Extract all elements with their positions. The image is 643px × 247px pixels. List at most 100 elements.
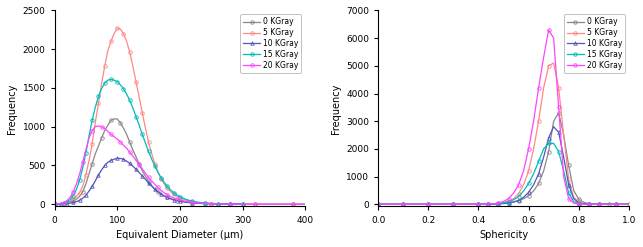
5 KGray [510, 197, 518, 200]
0 KGray [195, 202, 203, 205]
0 KGray [605, 203, 613, 206]
20 KGray [437, 203, 445, 206]
10 KGray [113, 157, 121, 160]
20 KGray [160, 191, 168, 194]
0 KGray [520, 197, 527, 200]
Y-axis label: Frequency: Frequency [331, 83, 341, 134]
15 KGray [412, 203, 420, 206]
0 KGray [575, 198, 583, 201]
20 KGray [500, 200, 507, 203]
20 KGray [412, 203, 420, 206]
15 KGray [101, 82, 109, 85]
20 KGray [387, 203, 395, 206]
5 KGray [449, 203, 457, 206]
10 KGray [158, 193, 165, 196]
5 KGray [625, 203, 633, 206]
15 KGray [565, 192, 572, 195]
20 KGray [485, 203, 493, 206]
5 KGray [535, 120, 543, 123]
15 KGray [550, 142, 557, 145]
20 KGray [625, 203, 633, 206]
15 KGray [539, 147, 547, 150]
5 KGray [387, 203, 395, 206]
0 KGray [613, 203, 620, 206]
10 KGray [525, 191, 532, 194]
15 KGray [535, 160, 543, 163]
5 KGray [489, 202, 497, 205]
20 KGray [545, 28, 552, 31]
5 KGray [525, 169, 532, 172]
0 KGray [505, 201, 512, 204]
5 KGray [399, 203, 407, 206]
10 KGray [449, 203, 457, 206]
20 KGray [449, 203, 457, 206]
5 KGray [580, 202, 588, 205]
15 KGray [475, 203, 482, 206]
5 KGray [129, 65, 137, 68]
10 KGray [374, 203, 382, 206]
0 KGray [480, 203, 487, 206]
20 KGray [475, 203, 482, 206]
0 KGray [424, 203, 432, 206]
10 KGray [560, 156, 568, 159]
15 KGray [85, 134, 93, 137]
20 KGray [560, 175, 568, 178]
5 KGray [500, 201, 507, 204]
15 KGray [514, 195, 522, 198]
5 KGray [600, 203, 608, 206]
Line: 5 KGray: 5 KGray [53, 26, 257, 206]
5 KGray [158, 177, 165, 180]
15 KGray [520, 189, 527, 192]
20 KGray [575, 203, 583, 206]
Line: 10 KGray: 10 KGray [376, 125, 631, 206]
15 KGray [167, 188, 174, 191]
15 KGray [494, 202, 502, 205]
10 KGray [600, 203, 608, 206]
10 KGray [535, 172, 543, 175]
0 KGray [302, 203, 309, 206]
0 KGray [51, 203, 59, 206]
0 KGray [485, 203, 493, 206]
20 KGray [151, 183, 159, 186]
5 KGray [437, 203, 445, 206]
10 KGray [485, 203, 493, 206]
20 KGray [302, 203, 309, 206]
20 KGray [585, 203, 593, 206]
20 KGray [424, 203, 432, 206]
5 KGray [424, 203, 432, 206]
5 KGray [251, 203, 259, 206]
5 KGray [560, 134, 568, 137]
15 KGray [560, 169, 568, 172]
10 KGray [575, 201, 583, 204]
0 KGray [570, 189, 577, 192]
0 KGray [116, 121, 124, 124]
10 KGray [565, 183, 572, 186]
0 KGray [510, 201, 518, 204]
Line: 15 KGray: 15 KGray [376, 142, 631, 206]
0 KGray [530, 189, 538, 192]
Line: 10 KGray: 10 KGray [53, 157, 244, 206]
15 KGray [505, 200, 512, 203]
0 KGray [535, 182, 543, 185]
10 KGray [539, 156, 547, 159]
5 KGray [550, 62, 557, 64]
10 KGray [545, 136, 552, 139]
10 KGray [233, 203, 240, 206]
0 KGray [151, 187, 159, 190]
15 KGray [437, 203, 445, 206]
20 KGray [590, 203, 597, 206]
10 KGray [613, 203, 620, 206]
Legend: 0 KGray, 5 KGray, 10 KGray, 15 KGray, 20 KGray: 0 KGray, 5 KGray, 10 KGray, 15 KGray, 20… [564, 14, 625, 73]
10 KGray [570, 197, 577, 200]
5 KGray [570, 196, 577, 199]
Line: 20 KGray: 20 KGray [376, 28, 631, 206]
10 KGray [590, 203, 597, 206]
Line: 20 KGray: 20 KGray [53, 124, 307, 206]
15 KGray [613, 203, 620, 206]
20 KGray [505, 197, 512, 200]
15 KGray [233, 203, 240, 206]
20 KGray [489, 202, 497, 205]
10 KGray [625, 203, 633, 206]
20 KGray [54, 203, 62, 206]
5 KGray [107, 40, 115, 43]
